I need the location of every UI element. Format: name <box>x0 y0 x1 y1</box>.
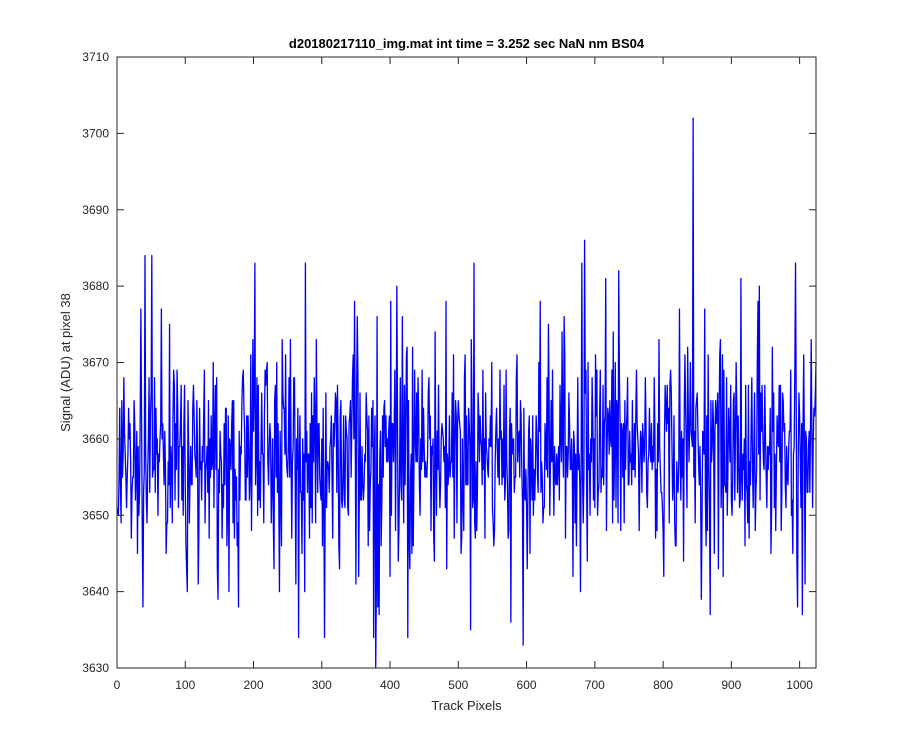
y-tick-label: 3680 <box>82 279 109 293</box>
plot-lines <box>117 117 817 669</box>
x-tick-label: 0 <box>114 678 121 692</box>
plot-background <box>117 57 816 668</box>
y-tick-label: 3690 <box>82 203 109 217</box>
y-axis-label: Signal (ADU) at pixel 38 <box>58 293 73 432</box>
signal-series-line <box>117 117 817 669</box>
x-tick-label: 200 <box>244 678 264 692</box>
x-tick-label: 500 <box>448 678 468 692</box>
plot-frame <box>116 56 817 669</box>
y-tick-label: 3670 <box>82 356 109 370</box>
chart-title: d20180217110_img.mat int time = 3.252 se… <box>289 36 645 51</box>
x-tick-label: 600 <box>517 678 537 692</box>
x-tick-label: 800 <box>653 678 673 692</box>
x-tick-label: 100 <box>175 678 195 692</box>
x-axis-ticks: 0 100 200 300 400 500 600 700 800 900 1000 <box>114 57 813 692</box>
y-tick-label: 3700 <box>82 126 109 140</box>
x-tick-label: 700 <box>585 678 605 692</box>
y-axis-ticks: 3630 3640 3650 3660 3670 3680 3690 3700 3710 <box>82 50 816 675</box>
y-tick-label: 3640 <box>82 585 109 599</box>
y-tick-label: 3710 <box>82 50 109 64</box>
x-axis-label: Track Pixels <box>431 698 502 713</box>
y-tick-label: 3650 <box>82 508 109 522</box>
x-tick-label: 1000 <box>786 678 813 692</box>
x-tick-label: 400 <box>380 678 400 692</box>
y-tick-label: 3660 <box>82 432 109 446</box>
y-tick-label: 3630 <box>82 661 109 675</box>
x-tick-label: 300 <box>312 678 332 692</box>
x-tick-label: 900 <box>721 678 741 692</box>
